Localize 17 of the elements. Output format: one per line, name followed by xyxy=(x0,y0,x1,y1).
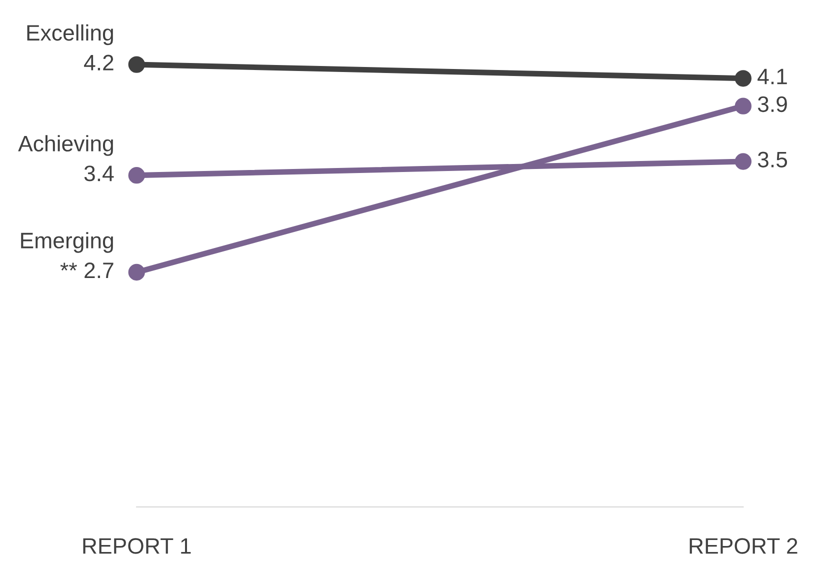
data-label: 4.1 xyxy=(758,68,787,84)
point xyxy=(734,153,752,170)
point xyxy=(128,167,145,184)
data-label: 3.9 xyxy=(758,96,787,112)
x-tick-label: REPORT 2 xyxy=(690,538,798,554)
series-label: Excelling xyxy=(27,24,113,46)
data-label: 3.4 xyxy=(84,166,114,182)
point xyxy=(734,70,752,87)
data-label: ** 2.7 xyxy=(60,262,114,278)
series-label: Achieving xyxy=(18,135,113,156)
data-label: 3.5 xyxy=(758,152,788,168)
data-label: 4.2 xyxy=(84,54,114,70)
point xyxy=(128,56,145,73)
series-label: Emerging xyxy=(21,232,113,253)
point xyxy=(734,98,752,114)
point xyxy=(128,264,145,281)
x-tick-label: REPORT 1 xyxy=(83,538,191,554)
